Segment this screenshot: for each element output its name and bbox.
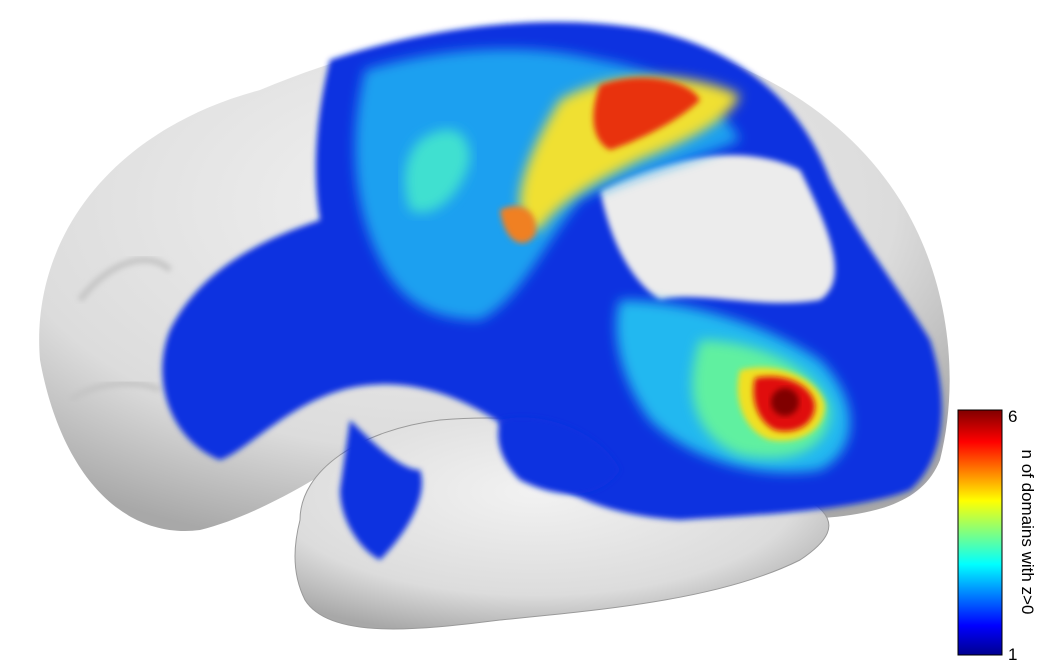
colorbar: 6 1 n of domains with z>0 xyxy=(957,407,1037,664)
activation-map xyxy=(162,21,942,560)
colorbar-title: n of domains with z>0 xyxy=(1018,450,1037,615)
colorbar-scale xyxy=(957,409,1003,656)
colorbar-min-label: 1 xyxy=(1008,645,1017,662)
colorbar-max-label: 6 xyxy=(1008,407,1017,426)
